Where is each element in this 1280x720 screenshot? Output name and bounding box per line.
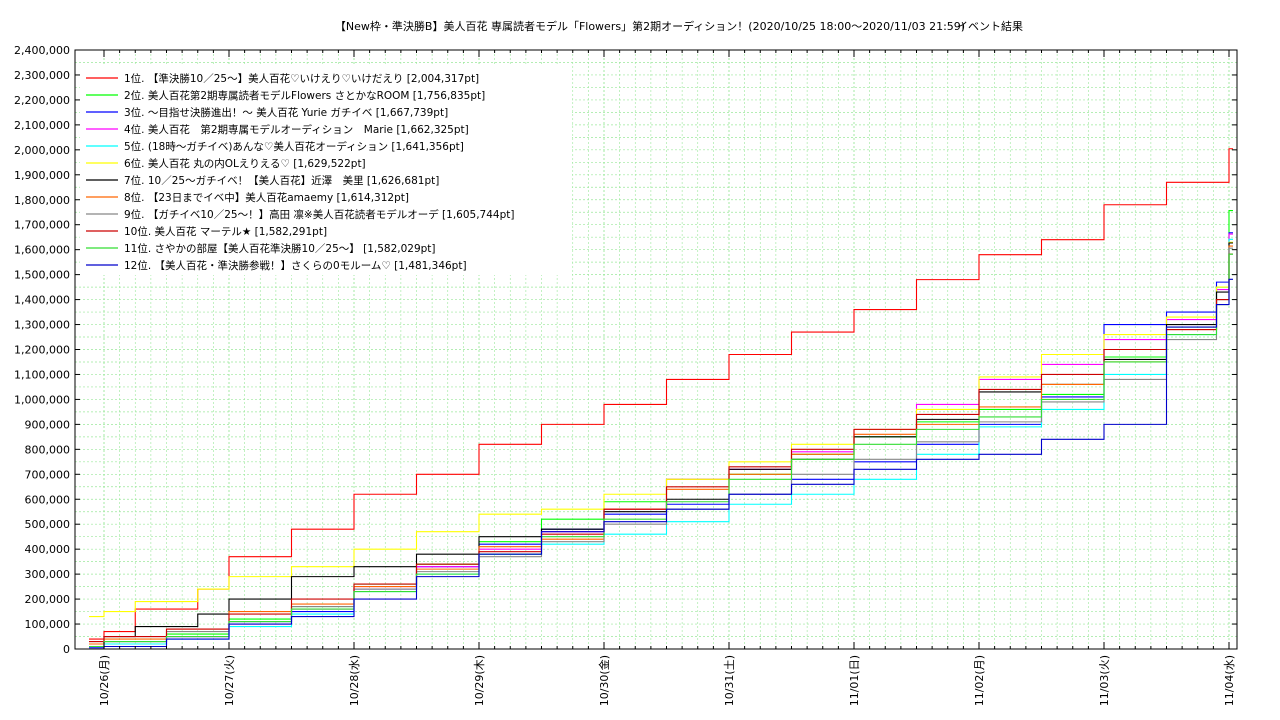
legend-label: 11位. さやかの部屋【美人百花準決勝10／25〜】 [1,582,029pt] [124,242,436,255]
y-tick-label: 400,000 [25,543,71,556]
legend-label: 3位. 〜目指せ決勝進出！〜 美人百花 Yurie ガチイベ [1,667,73… [124,106,448,119]
x-tick-label: 10/26(月) [98,655,111,706]
y-tick-label: 800,000 [25,443,71,456]
series-line-8 [89,245,1233,645]
x-tick-label: 11/04(水) [1223,655,1236,706]
x-tick-label: 10/30(金) [597,655,611,706]
series-layer [89,148,1233,650]
chart-subtitle: イベント結果 [957,19,1023,33]
y-tick-label: 700,000 [25,468,71,481]
y-tick-label: 1,600,000 [14,244,70,257]
legend-label: 10位. 美人百花 マーテル★ [1,582,291pt] [124,225,327,238]
ticks-layer: 0 100,000 200,000 300,000 400,000 500,000 600,… [14,44,1237,706]
series-line-5 [89,238,1233,648]
y-tick-label: 300,000 [25,568,71,581]
y-tick-label: 1,100,000 [14,368,70,381]
x-tick-label: 10/27(火) [223,655,236,706]
legend-label: 9位. 【ガチイベ10／25〜！】高田 凛※美人百花読者モデルオーデ [1,60… [124,208,514,221]
legend-label: 12位. 【美人百花・準決勝参戦！】さくらの0モルーム♡ [1,481,346p… [124,259,467,272]
y-tick-label: 900,000 [25,418,71,431]
y-tick-label: 1,500,000 [14,269,70,282]
y-tick-label: 0 [63,643,70,656]
legend-label: 6位. 美人百花 丸の内OLえりえる♡ [1,629,522pt] [124,157,366,170]
series-line-4 [89,233,1233,648]
y-tick-label: 1,400,000 [14,294,70,307]
y-tick-label: 200,000 [25,593,71,606]
y-tick-label: 1,000,000 [14,393,70,406]
y-tick-label: 1,900,000 [14,169,70,182]
legend-label: 2位. 美人百花第2期専属読者モデルFlowers さとかなROOM [1,75… [124,89,485,102]
y-tick-label: 1,700,000 [14,219,70,232]
x-tick-label: 10/29(木) [473,655,486,706]
legend-box [80,65,572,275]
x-tick-label: 11/01(日) [848,655,861,706]
series-line-12 [89,278,1233,650]
legend-label: 7位. 10／25〜ガチイベ！【美人百花】近澤 美里 [1,626,681pt] [124,174,439,187]
y-tick-label: 600,000 [25,493,71,506]
y-tick-label: 2,000,000 [14,144,70,157]
chart-title: 【New枠・準決勝B】美人百花 専属読者モデル「Flowers」第2期オーディシ… [335,19,965,33]
x-tick-label: 11/02(月) [973,655,986,706]
x-tick-label: 10/28(水) [348,655,361,706]
series-line-9 [89,247,1233,643]
legend-label: 5位. (18時〜ガチイベ)あんな♡美人百花オーディション [1,641,356… [124,140,464,153]
y-tick-label: 1,200,000 [14,344,70,357]
y-tick-label: 2,200,000 [14,94,70,107]
series-line-3 [89,232,1233,649]
y-tick-label: 500,000 [25,518,71,531]
series-line-11 [89,253,1233,648]
y-tick-label: 1,800,000 [14,194,70,207]
legend-label: 8位. 【23日までイベ中】美人百花amaemy [1,614,312pt] [124,191,409,204]
series-line-6 [89,241,1233,618]
legend-label: 4位. 美人百花 第2期専属モデルオーディション Marie [1,662,32… [124,123,469,136]
x-tick-label: 11/03(火) [1098,655,1111,706]
series-line-10 [89,253,1233,643]
y-tick-label: 2,400,000 [14,44,70,57]
y-tick-label: 1,300,000 [14,319,70,332]
legend: 1位. 【準決勝10／25〜】美人百花♡いけえり♡いけだえり [2,004,31… [80,65,572,275]
legend-label: 1位. 【準決勝10／25〜】美人百花♡いけえり♡いけだえり [2,004,31… [124,72,479,85]
y-tick-label: 2,100,000 [14,119,70,132]
y-tick-label: 2,300,000 [14,69,70,82]
x-tick-label: 10/31(土) [723,655,736,706]
series-line-7 [89,242,1233,645]
series-line-2 [89,209,1233,645]
y-tick-label: 100,000 [25,618,71,631]
